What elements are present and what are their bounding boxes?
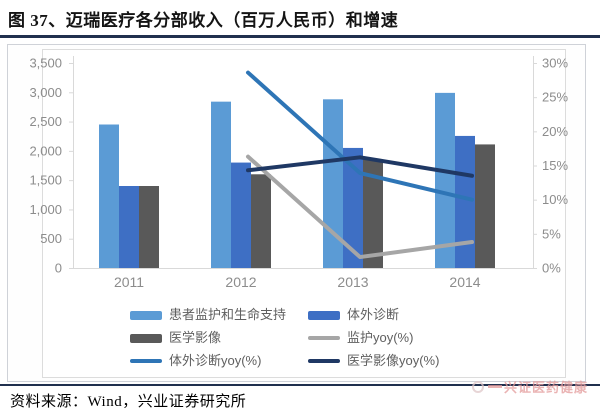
legend-item-monitoring-yoy: 监护yoy(%) [308, 329, 413, 347]
legend-swatch-ivd-yoy [130, 359, 162, 363]
legend-label-imaging-yoy: 医学影像yoy(%) [347, 353, 440, 368]
watermark-text: 兴证医药健康 [503, 380, 588, 395]
legend-label-ivd-yoy: 体外诊断yoy(%) [169, 353, 262, 368]
legend-item-ivd: 体外诊断 [308, 306, 399, 324]
legend-label-patient-monitoring: 患者监护和生命支持 [169, 307, 287, 322]
legend-label-monitoring-yoy: 监护yoy(%) [347, 330, 414, 345]
watermark-dash [487, 385, 502, 388]
legend-item-ivd-yoy: 体外诊断yoy(%) [130, 352, 261, 370]
legend-item-patient-monitoring: 患者监护和生命支持 [130, 306, 286, 324]
legend-swatch-imaging-yoy [308, 359, 340, 363]
figure-title: 图 37、迈瑞医疗各分部收入（百万人民币）和增速 [8, 11, 399, 30]
title-rule [0, 35, 600, 38]
legend-swatch-imaging [130, 333, 162, 343]
legend-item-imaging-yoy: 医学影像yoy(%) [308, 352, 439, 370]
legend-label-ivd: 体外诊断 [347, 307, 400, 322]
chart-frame [42, 49, 566, 378]
legend-swatch-ivd [308, 310, 340, 320]
watermark-logo-icon [471, 380, 484, 393]
footer-rule [0, 384, 600, 386]
legend-swatch-patient-monitoring [130, 310, 162, 320]
legend-swatch-monitoring-yoy [308, 336, 340, 340]
legend-label-imaging: 医学影像 [169, 330, 222, 345]
legend-item-imaging: 医学影像 [130, 329, 221, 347]
source-note: 资料来源：Wind，兴业证券研究所 [10, 394, 247, 410]
watermark: 兴证医药健康 [471, 378, 588, 395]
